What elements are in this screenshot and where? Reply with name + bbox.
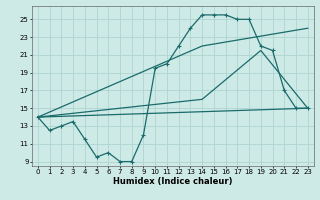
- X-axis label: Humidex (Indice chaleur): Humidex (Indice chaleur): [113, 177, 233, 186]
